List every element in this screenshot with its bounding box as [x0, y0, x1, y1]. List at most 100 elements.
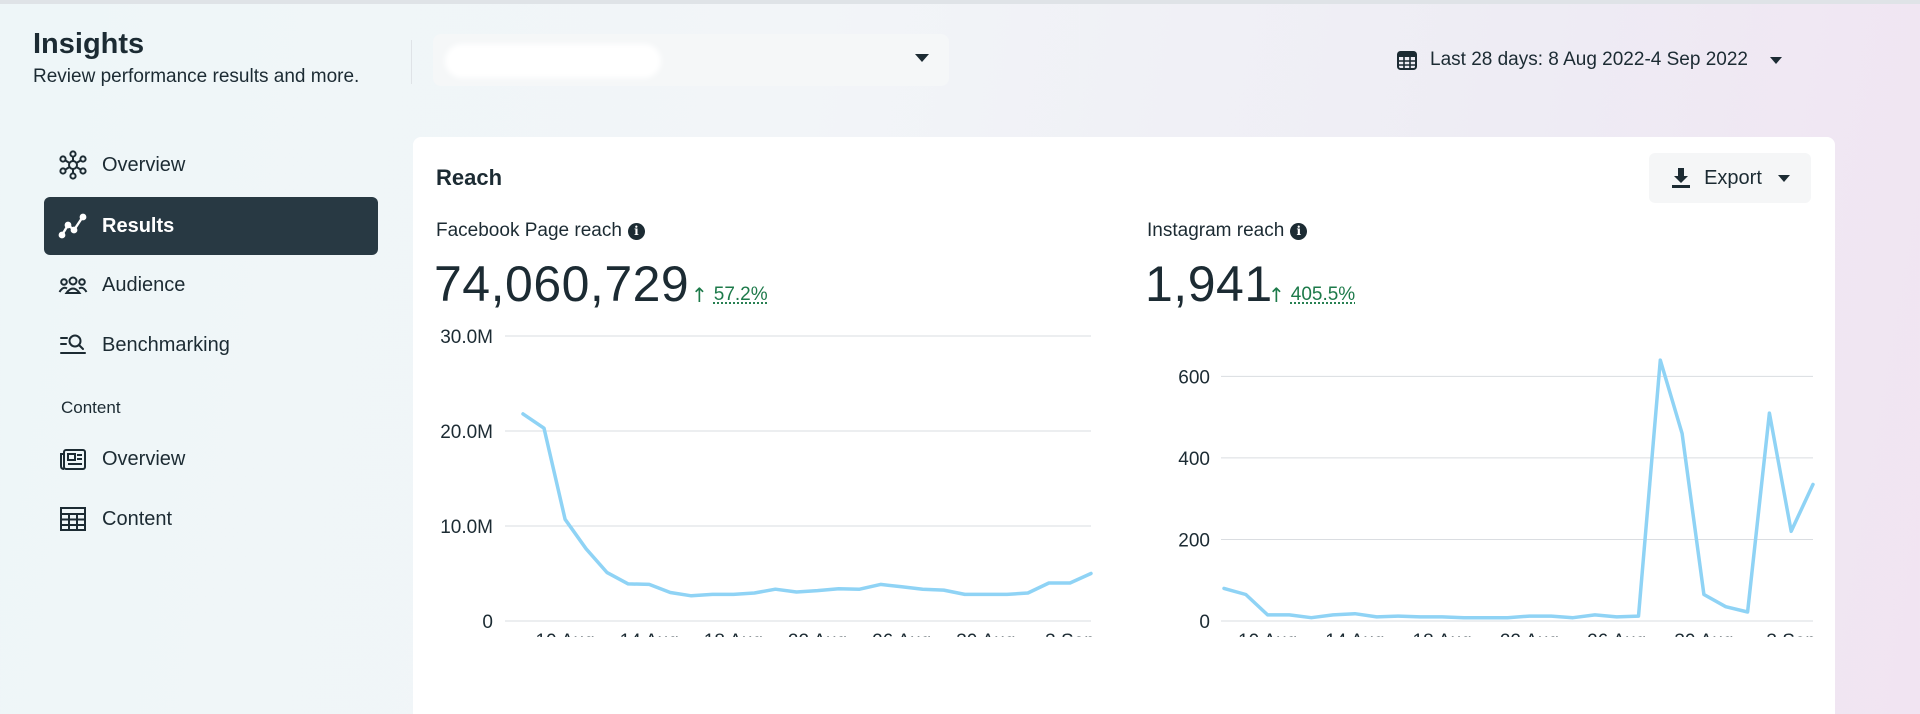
data-point[interactable] — [857, 586, 863, 592]
sidebar-item-audience[interactable]: Audience — [44, 256, 378, 314]
sidebar-item-label: Overview — [102, 153, 186, 176]
data-point[interactable] — [604, 570, 610, 576]
data-point[interactable] — [1745, 609, 1751, 615]
data-point[interactable] — [941, 587, 947, 593]
instagram-reach-change-pct[interactable]: 405.5% — [1290, 284, 1356, 305]
instagram-reach-label-text: Instagram reach — [1147, 220, 1285, 241]
sidebar-item-content-overview[interactable]: Overview — [44, 430, 378, 488]
data-point[interactable] — [1330, 612, 1336, 618]
data-point[interactable] — [1221, 585, 1227, 591]
data-point[interactable] — [1439, 614, 1445, 620]
info-icon[interactable]: i — [1290, 222, 1308, 240]
data-point[interactable] — [1004, 591, 1010, 597]
data-point[interactable] — [1286, 612, 1292, 618]
data-point[interactable] — [667, 590, 673, 596]
data-point[interactable] — [751, 590, 757, 596]
x-tick-label: 18 Aug — [704, 631, 763, 637]
sidebar-item-benchmarking[interactable]: Benchmarking — [44, 316, 378, 374]
x-tick-label: 30 Aug — [956, 631, 1015, 637]
data-point[interactable] — [772, 586, 778, 592]
series-line[interactable] — [1222, 358, 1815, 620]
data-point[interactable] — [1046, 580, 1052, 586]
data-point[interactable] — [920, 586, 926, 592]
trend-icon — [58, 213, 87, 239]
data-point[interactable] — [562, 516, 568, 522]
data-point[interactable] — [1766, 410, 1772, 416]
x-tick-label: 3 Sep — [1045, 631, 1095, 637]
data-point[interactable] — [1025, 590, 1031, 596]
data-point[interactable] — [1417, 614, 1423, 620]
data-point[interactable] — [1483, 615, 1489, 621]
x-tick-label: 14 Aug — [620, 631, 679, 637]
sidebar-item-label: Results — [102, 214, 175, 237]
y-tick-label: 30.0M — [440, 327, 493, 348]
data-point[interactable] — [688, 593, 694, 599]
data-point[interactable] — [730, 591, 736, 597]
sidebar-item-overview[interactable]: Overview — [44, 136, 378, 194]
export-label: Export — [1704, 166, 1762, 189]
facebook-reach-change: ↑ 57.2% — [691, 283, 768, 307]
data-point[interactable] — [1635, 613, 1641, 619]
instagram-reach-label: Instagram reach i — [1147, 220, 1308, 242]
redacted-account-name — [445, 44, 661, 78]
data-point[interactable] — [1067, 580, 1073, 586]
data-point[interactable] — [899, 584, 905, 590]
data-point[interactable] — [1243, 592, 1249, 598]
sidebar-item-label: Audience — [102, 273, 186, 296]
data-point[interactable] — [1088, 571, 1094, 577]
data-point[interactable] — [793, 589, 799, 595]
series-line[interactable] — [521, 412, 1093, 598]
x-tick-label: 30 Aug — [1674, 631, 1733, 637]
data-point[interactable] — [1308, 615, 1314, 621]
data-point[interactable] — [1505, 615, 1511, 621]
sidebar-item-content[interactable]: Content — [44, 490, 378, 548]
data-point[interactable] — [1614, 614, 1620, 620]
chevron-down-icon — [915, 54, 929, 62]
sidebar-item-label: Content — [102, 507, 173, 530]
data-point[interactable] — [709, 591, 715, 597]
info-icon[interactable]: i — [627, 222, 645, 240]
instagram-reach-chart: 0 200 400 600 10 Aug 14 Aug 18 Aug 22 Aug 26 Aug… — [1178, 357, 1816, 637]
page-title: Insights — [33, 28, 145, 60]
x-tick-label: 10 Aug — [535, 631, 594, 637]
sidebar-item-results[interactable]: Results — [44, 197, 378, 255]
date-range-label: Last 28 days: 8 Aug 2022-4 Sep 2022 — [1430, 49, 1748, 70]
data-point[interactable] — [1461, 615, 1467, 621]
data-point[interactable] — [1723, 604, 1729, 610]
chevron-down-icon — [1777, 174, 1790, 182]
date-range-picker[interactable]: Last 28 days: 8 Aug 2022-4 Sep 2022 — [1396, 44, 1782, 76]
arrow-up-icon: ↑ — [1268, 283, 1285, 307]
data-point[interactable] — [1810, 481, 1816, 487]
data-point[interactable] — [1570, 615, 1576, 621]
data-point[interactable] — [541, 425, 547, 431]
data-point[interactable] — [583, 546, 589, 552]
data-point[interactable] — [815, 588, 821, 594]
data-point[interactable] — [1548, 613, 1554, 619]
data-point[interactable] — [1679, 430, 1685, 436]
x-tick-label: 22 Aug — [1500, 631, 1559, 637]
data-point[interactable] — [836, 586, 842, 592]
data-point[interactable] — [983, 591, 989, 597]
y-tick-label: 10.0M — [440, 517, 493, 538]
data-point[interactable] — [1657, 357, 1663, 363]
export-button[interactable]: Export — [1649, 153, 1811, 203]
data-point[interactable] — [1374, 614, 1380, 620]
data-point[interactable] — [962, 591, 968, 597]
data-point[interactable] — [520, 411, 526, 417]
y-tick-label: 200 — [1178, 530, 1210, 551]
data-point[interactable] — [1592, 612, 1598, 618]
data-point[interactable] — [1701, 592, 1707, 598]
facebook-reach-change-pct[interactable]: 57.2% — [713, 284, 768, 305]
data-point[interactable] — [1788, 528, 1794, 534]
data-point[interactable] — [1265, 612, 1271, 618]
y-tick-label: 400 — [1178, 449, 1210, 470]
x-tick-label: 26 Aug — [872, 631, 931, 637]
facebook-reach-value: 74,060,729 — [434, 256, 690, 312]
data-point[interactable] — [1526, 613, 1532, 619]
data-point[interactable] — [1396, 613, 1402, 619]
data-point[interactable] — [878, 581, 884, 587]
data-point[interactable] — [1352, 611, 1358, 617]
data-point[interactable] — [625, 581, 631, 587]
account-selector[interactable] — [433, 34, 949, 86]
data-point[interactable] — [646, 581, 652, 587]
